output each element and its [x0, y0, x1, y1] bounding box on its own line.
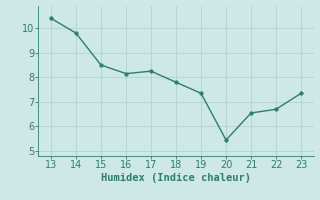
X-axis label: Humidex (Indice chaleur): Humidex (Indice chaleur) [101, 173, 251, 183]
